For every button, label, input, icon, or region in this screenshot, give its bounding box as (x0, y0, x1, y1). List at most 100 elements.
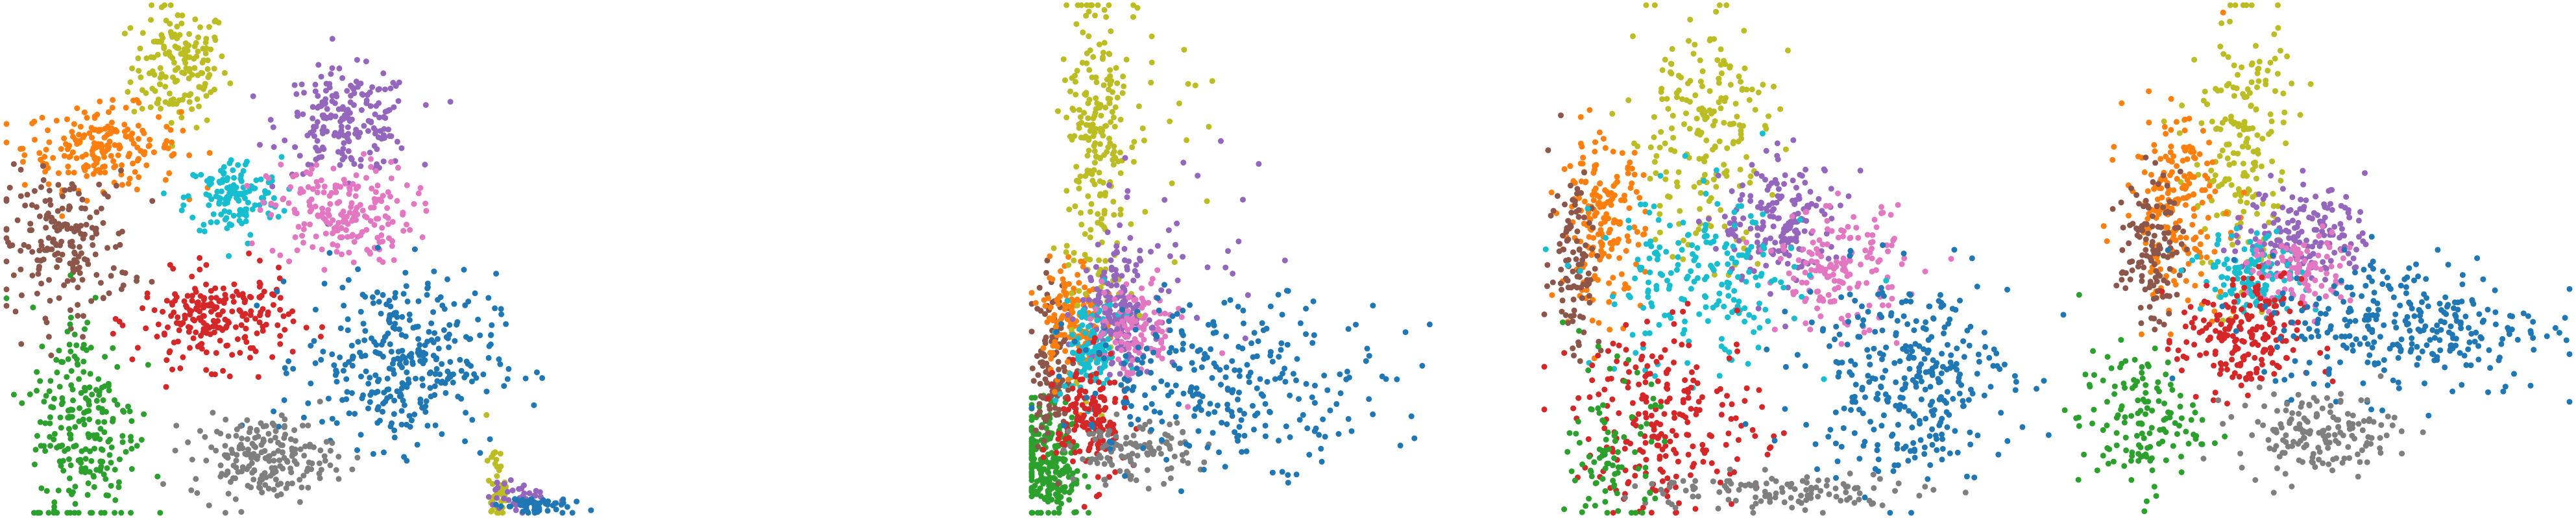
data-point (1631, 149, 1638, 156)
data-point (1605, 253, 1612, 260)
data-point (1100, 385, 1106, 391)
data-point (225, 491, 232, 497)
data-point (1062, 77, 1068, 84)
data-point (1095, 292, 1102, 299)
data-point (82, 167, 88, 173)
data-point (395, 98, 402, 105)
data-point (346, 410, 352, 417)
data-point (97, 142, 104, 148)
data-point (286, 200, 292, 206)
data-point (1216, 449, 1222, 456)
data-point (101, 191, 108, 197)
data-point (1287, 434, 1293, 440)
data-point (501, 480, 507, 487)
data-point (1684, 232, 1691, 238)
data-point (125, 180, 132, 187)
data-point (105, 492, 112, 499)
data-point (374, 419, 381, 426)
data-point (38, 184, 44, 190)
data-point (291, 206, 298, 213)
data-point (518, 485, 525, 491)
data-point (1114, 80, 1121, 86)
data-point (1718, 336, 1725, 342)
data-point (1747, 173, 1754, 179)
data-point (1092, 399, 1099, 405)
data-point (1158, 378, 1165, 384)
data-point (58, 359, 64, 365)
data-point (47, 414, 53, 421)
data-point (1545, 147, 1551, 153)
data-point (1117, 206, 1124, 213)
data-point (38, 485, 45, 491)
data-point (406, 311, 413, 317)
data-point (1174, 420, 1180, 426)
data-point (208, 444, 215, 450)
data-point (1589, 317, 1596, 324)
data-point (1067, 443, 1073, 449)
data-point (1694, 116, 1700, 122)
data-point (509, 487, 516, 493)
data-point (1165, 288, 1172, 295)
data-point (129, 356, 136, 363)
data-point (1045, 487, 1051, 494)
data-point (1279, 469, 1285, 475)
data-point (1176, 100, 1182, 106)
data-point (244, 436, 250, 442)
data-point (1108, 360, 1115, 367)
data-point (244, 182, 250, 189)
data-point (67, 153, 73, 160)
data-point (1762, 306, 1769, 313)
data-point (54, 264, 60, 270)
data-point (1791, 315, 1797, 322)
data-point (511, 496, 518, 502)
data-point (217, 338, 223, 344)
data-point (274, 322, 281, 328)
data-point (1072, 203, 1078, 210)
data-point (1690, 51, 1697, 57)
data-point (487, 436, 493, 443)
data-point (158, 4, 165, 10)
data-point (78, 389, 84, 396)
data-point (1042, 302, 1049, 309)
data-point (80, 358, 87, 365)
data-point (218, 188, 225, 195)
data-point (215, 312, 221, 318)
data-point (319, 246, 325, 253)
data-point (287, 436, 294, 443)
data-point (89, 134, 95, 141)
data-point (1093, 153, 1099, 160)
data-point (1716, 290, 1723, 297)
data-point (1037, 380, 1043, 387)
data-point (1229, 358, 1235, 364)
data-point (34, 388, 40, 394)
data-point (1148, 401, 1155, 407)
data-point (1148, 33, 1155, 40)
data-point (1753, 274, 1759, 280)
data-point (146, 142, 152, 149)
data-point (1045, 469, 1051, 476)
data-point (221, 171, 226, 177)
data-point (1224, 421, 1230, 427)
data-point (1647, 269, 1653, 276)
data-point (1047, 349, 1053, 356)
data-point (1586, 220, 1592, 226)
data-point (1199, 393, 1206, 400)
data-point (330, 166, 337, 172)
data-point (485, 494, 492, 500)
data-point (458, 367, 465, 374)
data-point (67, 321, 73, 328)
data-point (47, 378, 54, 384)
data-point (101, 154, 108, 160)
data-point (1197, 347, 1203, 353)
data-point (1211, 360, 1217, 367)
data-point (313, 233, 319, 240)
data-point (1028, 448, 1035, 454)
data-point (1038, 460, 1044, 467)
data-point (79, 277, 86, 283)
data-point (1678, 74, 1684, 80)
data-point (1046, 315, 1052, 321)
data-point (1195, 173, 1201, 179)
data-point (1287, 392, 1293, 399)
data-point (162, 141, 168, 147)
data-point (362, 293, 369, 300)
